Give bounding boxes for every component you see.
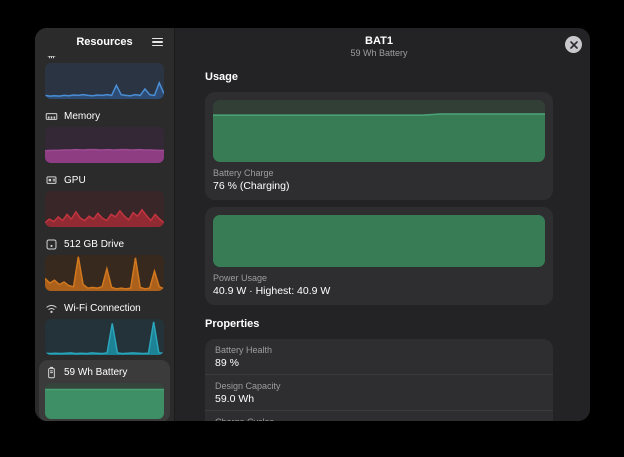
sidebar-item-label: Processor: [64, 56, 109, 58]
property-label: Battery Health: [215, 345, 273, 355]
power-usage-graph: [213, 215, 545, 267]
wifi-icon: [46, 304, 57, 313]
sidebar: Resources Processor: [35, 28, 175, 421]
sidebar-item-processor[interactable]: Processor: [39, 56, 170, 102]
sidebar-item-label: 59 Wh Battery: [64, 366, 128, 378]
property-value: 59.0 Wh: [215, 393, 255, 405]
sidebar-item-battery[interactable]: 59 Wh Battery: [39, 360, 170, 421]
gpu-icon: [46, 175, 57, 184]
processor-icon: [48, 56, 55, 58]
properties-list: Battery Health 89 % Design Capacity 59.0…: [205, 339, 553, 421]
wifi-sparkline: [45, 319, 164, 355]
processor-sparkline: [45, 63, 164, 99]
drive-sparkline: [45, 255, 164, 291]
property-label: Design Capacity: [215, 381, 281, 391]
power-usage-label: Power Usage: [213, 273, 268, 283]
app-title: Resources: [76, 36, 133, 48]
page-subtitle: 59 Wh Battery: [350, 47, 408, 58]
page-title: BAT1: [365, 34, 393, 47]
detail-header: BAT1 59 Wh Battery: [205, 28, 553, 64]
sidebar-item-label: Wi-Fi Connection: [64, 302, 141, 314]
usage-section-heading: Usage: [205, 71, 239, 83]
battery-charge-value: 76 % (Charging): [213, 180, 290, 192]
properties-section-heading: Properties: [205, 318, 260, 330]
hamburger-icon: [152, 37, 163, 40]
sidebar-list[interactable]: Processor Memory: [35, 56, 174, 421]
battery-icon: [48, 366, 55, 378]
drive-icon: [46, 239, 57, 249]
battery-charge-card: Battery Charge 76 % (Charging): [205, 92, 553, 200]
gpu-sparkline: [45, 191, 164, 227]
detail-pane[interactable]: BAT1 59 Wh Battery Usage Battery Charge …: [175, 28, 590, 421]
sidebar-item-label: 512 GB Drive: [64, 238, 125, 250]
sidebar-item-memory[interactable]: Memory: [39, 104, 170, 166]
property-row-charge-cycles: Charge Cycles 270: [205, 411, 553, 421]
property-row-battery-health: Battery Health 89 %: [205, 339, 553, 375]
battery-charge-label: Battery Charge: [213, 168, 274, 178]
property-label: Charge Cycles: [215, 417, 543, 421]
battery-charge-graph: [213, 100, 545, 162]
sidebar-item-drive[interactable]: 512 GB Drive: [39, 232, 170, 294]
power-usage-value: 40.9 W · Highest: 40.9 W: [213, 285, 331, 297]
menu-button[interactable]: [148, 33, 167, 51]
sidebar-header: Resources: [35, 28, 174, 56]
property-value: 89 %: [215, 357, 239, 369]
sidebar-item-wifi[interactable]: Wi-Fi Connection: [39, 296, 170, 358]
close-button[interactable]: [565, 36, 582, 53]
sidebar-item-label: Memory: [64, 110, 101, 122]
power-usage-card: Power Usage 40.9 W · Highest: 40.9 W: [205, 207, 553, 305]
property-row-design-capacity: Design Capacity 59.0 Wh: [205, 375, 553, 411]
memory-sparkline: [45, 127, 164, 163]
close-icon: [569, 40, 578, 49]
battery-sparkline: [45, 383, 164, 419]
sidebar-item-label: GPU: [64, 174, 86, 186]
memory-icon: [45, 112, 58, 120]
resources-window: Resources Processor: [35, 28, 590, 421]
sidebar-item-gpu[interactable]: GPU: [39, 168, 170, 230]
